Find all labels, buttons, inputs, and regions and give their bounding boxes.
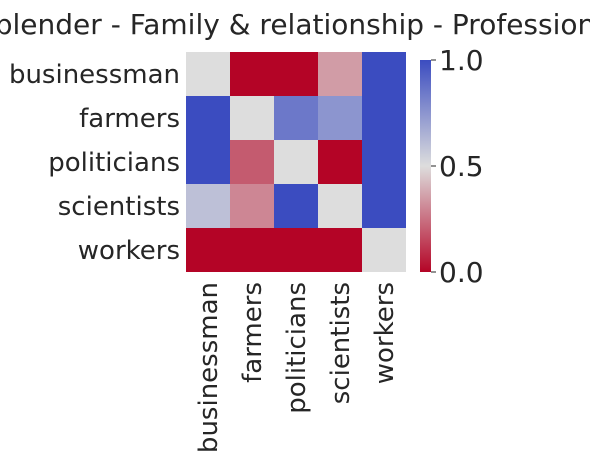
heatmap-cell-workers-politicians: [274, 228, 318, 272]
column-label-businessman: businessman: [194, 282, 224, 452]
heatmap-cell-farmers-workers: [362, 96, 406, 140]
colorbar-tick-label: 0.5: [439, 150, 484, 183]
heatmap-cell-politicians-businessman: [186, 140, 230, 184]
heatmap-cell-farmers-businessman: [186, 96, 230, 140]
heatmap-cell-politicians-workers: [362, 140, 406, 184]
heatmap-cell-scientists-farmers: [230, 184, 274, 228]
heatmap-cell-scientists-scientists: [318, 184, 362, 228]
heatmap-cell-businessman-scientists: [318, 52, 362, 96]
heatmap-cell-businessman-politicians: [274, 52, 318, 96]
heatmap-cell-workers-workers: [362, 228, 406, 272]
column-label-workers: workers: [370, 282, 400, 384]
heatmap-cell-scientists-workers: [362, 184, 406, 228]
heatmap-cell-businessman-workers: [362, 52, 406, 96]
colorbar-tick-label: 0.0: [439, 256, 484, 289]
heatmap-cell-workers-farmers: [230, 228, 274, 272]
heatmap-cell-businessman-farmers: [230, 52, 274, 96]
heatmap-cell-politicians-scientists: [318, 140, 362, 184]
heatmap-cell-scientists-businessman: [186, 184, 230, 228]
heatmap-cell-farmers-farmers: [230, 96, 274, 140]
row-label-scientists: scientists: [58, 192, 180, 222]
heatmap-cell-scientists-politicians: [274, 184, 318, 228]
chart-title: blender - Family & relationship - Profes…: [0, 8, 590, 41]
colorbar-tick-label: 1.0: [439, 44, 484, 77]
heatmap-cells: [186, 52, 406, 272]
column-label-farmers: farmers: [238, 282, 268, 383]
column-label-scientists: scientists: [326, 282, 356, 404]
heatmap-cell-politicians-politicians: [274, 140, 318, 184]
heatmap-cell-workers-scientists: [318, 228, 362, 272]
heatmap-cell-workers-businessman: [186, 228, 230, 272]
row-label-farmers: farmers: [79, 104, 180, 134]
heatmap-cell-politicians-farmers: [230, 140, 274, 184]
row-label-businessman: businessman: [9, 60, 180, 90]
column-label-politicians: politicians: [282, 282, 312, 414]
heatmap-cell-farmers-scientists: [318, 96, 362, 140]
row-label-politicians: politicians: [48, 148, 180, 178]
heatmap-cell-farmers-politicians: [274, 96, 318, 140]
colorbar-ticks: 0.0 0.5 1.0: [431, 44, 484, 289]
column-labels: businessman farmers politicians scientists w…: [194, 282, 400, 452]
heatmap-cell-businessman-businessman: [186, 52, 230, 96]
colorbar: [420, 60, 431, 272]
row-label-workers: workers: [78, 236, 180, 266]
row-labels: businessman farmers politicians scientists w…: [9, 60, 180, 266]
